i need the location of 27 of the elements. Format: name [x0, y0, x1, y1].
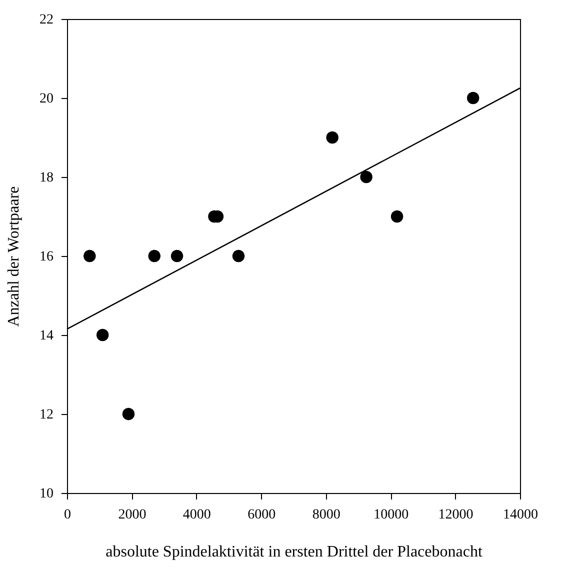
point	[466, 92, 480, 104]
point	[232, 250, 245, 262]
x-tick-label: 4000	[182, 508, 211, 522]
x-tick-label: 12000	[438, 508, 474, 522]
point	[148, 250, 160, 262]
x-tick-label: 2000	[118, 508, 146, 522]
y-tick-label: 20	[40, 92, 54, 106]
point	[84, 250, 96, 262]
y-tick-label: 12	[40, 408, 54, 422]
y-tick-label: 10	[40, 486, 54, 502]
point	[170, 250, 184, 262]
x-tick-label: 10000	[374, 508, 409, 522]
point	[96, 328, 109, 342]
point	[360, 170, 372, 184]
x-axis-title: absolute Spindelaktivität in ersten Drittel der Placebonacht	[106, 544, 483, 560]
x-tick-label: 14000	[503, 508, 538, 522]
y-axis-title: Anzahl der Wortpaare	[6, 186, 22, 327]
y-tick-label: 16	[40, 250, 54, 264]
y-tick-label: 14	[40, 328, 54, 344]
y-tick-label: 22	[40, 12, 54, 28]
x-tick-label: 8000	[312, 508, 340, 522]
x-tick-label: 6000	[248, 508, 276, 522]
point	[390, 210, 404, 223]
y-tick-label: 18	[40, 170, 54, 186]
point	[122, 408, 135, 420]
point	[326, 131, 338, 144]
x-tick-label: 0	[64, 508, 71, 522]
